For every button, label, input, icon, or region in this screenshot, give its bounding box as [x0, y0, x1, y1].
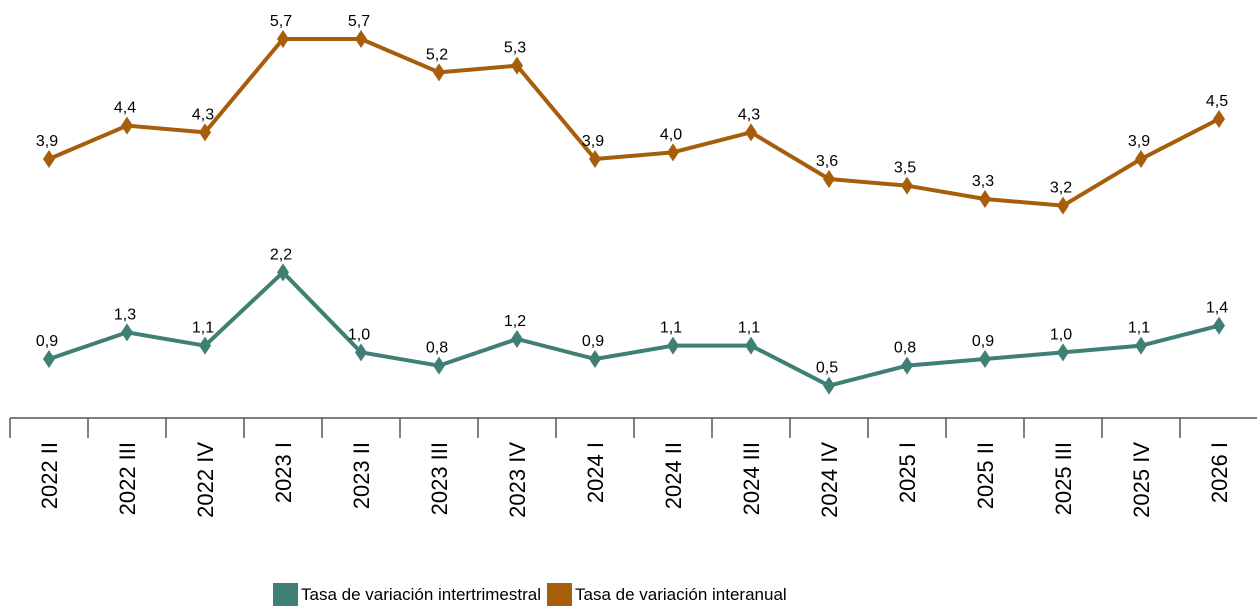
x-tick-label: 2023 II	[349, 442, 374, 509]
marker	[667, 143, 679, 162]
value-label: 5,3	[504, 40, 526, 57]
value-label: 4,4	[114, 100, 136, 117]
marker	[121, 323, 133, 342]
marker	[823, 170, 835, 188]
legend-swatch	[546, 583, 572, 606]
x-tick-label: 2024 II	[661, 442, 686, 509]
x-tick-label: 2025 IV	[1129, 442, 1154, 518]
marker	[277, 30, 289, 48]
marker	[121, 116, 133, 135]
value-label: 2,2	[270, 246, 292, 263]
value-label: 3,9	[582, 133, 604, 150]
legend-label: Tasa de variación intertrimestral	[301, 585, 541, 604]
x-tick-label: 2023 I	[271, 442, 296, 503]
value-label: 1,1	[192, 320, 214, 337]
value-label: 1,4	[1206, 300, 1228, 317]
marker	[199, 336, 211, 355]
value-label: 5,2	[426, 46, 448, 63]
value-label: 4,5	[1206, 93, 1228, 110]
marker	[1135, 336, 1147, 355]
marker	[43, 150, 55, 168]
marker	[901, 176, 913, 195]
value-label: 1,2	[504, 313, 526, 330]
value-label: 3,9	[36, 133, 58, 150]
value-label: 0,8	[894, 340, 916, 357]
marker	[589, 350, 601, 368]
value-label: 3,3	[972, 173, 994, 190]
legend-swatch	[273, 583, 298, 606]
value-label: 3,9	[1128, 133, 1150, 150]
x-tick-label: 2024 III	[739, 442, 764, 515]
x-tick-label: 2025 I	[895, 442, 920, 503]
value-label: 1,0	[348, 326, 370, 343]
value-label: 0,8	[426, 340, 448, 357]
marker	[979, 190, 991, 208]
value-label: 3,6	[816, 153, 838, 170]
marker	[1057, 343, 1069, 362]
value-label: 4,3	[738, 106, 760, 123]
marker	[979, 350, 991, 368]
value-label: 1,1	[660, 320, 682, 337]
x-tick-label: 2025 III	[1051, 442, 1076, 515]
marker	[511, 330, 523, 348]
x-tick-label: 2022 III	[115, 442, 140, 515]
marker	[355, 30, 367, 48]
x-tick-label: 2023 IV	[505, 442, 530, 518]
x-tick-label: 2022 II	[37, 442, 62, 509]
value-label: 4,0	[660, 126, 682, 143]
marker	[511, 56, 523, 75]
x-tick-label: 2026 I	[1207, 442, 1232, 503]
value-label: 4,3	[192, 106, 214, 123]
value-label: 3,2	[1050, 180, 1072, 197]
marker	[589, 150, 601, 168]
marker	[823, 376, 835, 395]
value-label: 1,1	[1128, 320, 1150, 337]
value-label: 1,0	[1050, 326, 1072, 343]
value-label: 0,9	[972, 333, 994, 350]
legend-label: Tasa de variación interanual	[575, 585, 787, 604]
marker	[745, 336, 757, 355]
marker	[43, 350, 55, 368]
x-tick-label: 2023 III	[427, 442, 452, 515]
marker	[667, 336, 679, 355]
marker	[901, 356, 913, 375]
value-label: 5,7	[348, 13, 370, 30]
value-label: 1,3	[114, 306, 136, 323]
x-tick-label: 2025 II	[973, 442, 998, 509]
value-label: 0,5	[816, 360, 838, 377]
marker	[745, 123, 757, 142]
marker	[355, 343, 367, 362]
value-label: 0,9	[582, 333, 604, 350]
marker	[277, 263, 289, 282]
marker	[433, 63, 445, 82]
marker	[1135, 150, 1147, 168]
marker	[1213, 316, 1225, 335]
marker	[199, 123, 211, 142]
x-tick-label: 2024 IV	[817, 442, 842, 518]
value-label: 3,5	[894, 160, 916, 177]
value-label: 0,9	[36, 333, 58, 350]
value-label: 5,7	[270, 13, 292, 30]
series-line	[48, 270, 1220, 388]
x-tick-label: 2022 IV	[193, 442, 218, 518]
marker	[433, 356, 445, 375]
marker	[1213, 110, 1225, 128]
marker	[1057, 196, 1069, 215]
value-label: 1,1	[738, 320, 760, 337]
x-tick-label: 2024 I	[583, 442, 608, 503]
series-line	[48, 37, 1220, 208]
